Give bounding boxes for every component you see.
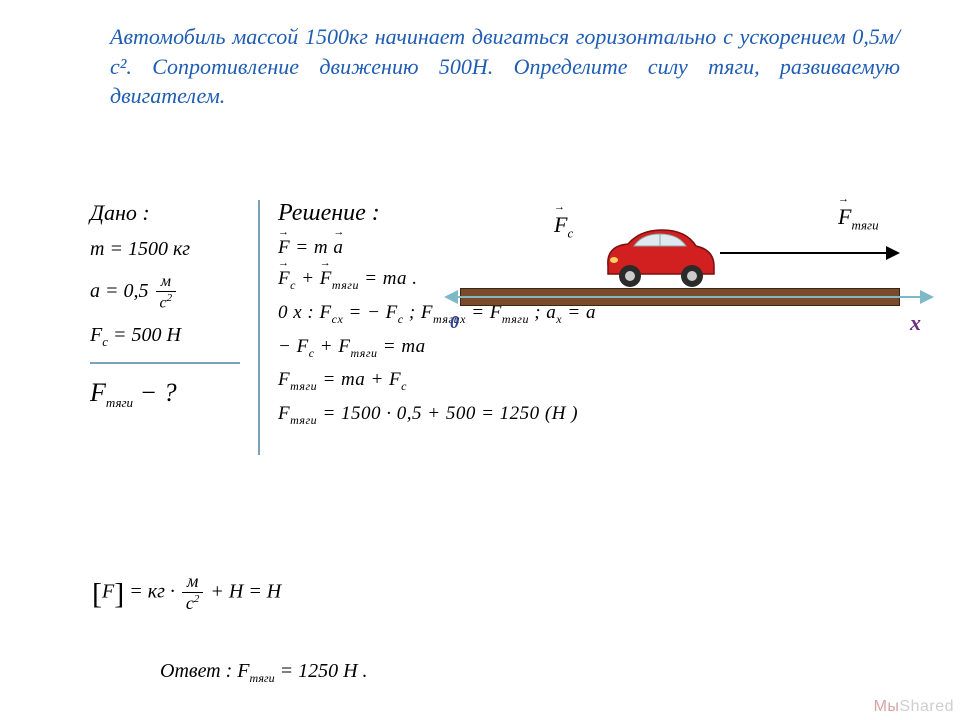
eq3-sep: ; F (404, 302, 433, 323)
fc-sym: F (554, 212, 567, 238)
dim-num: м (182, 572, 204, 593)
eq1-F: F (278, 237, 290, 259)
wm-suffix: Shared (899, 698, 954, 715)
eq5-s1: тяги (290, 379, 317, 393)
eq3-s1: сx (332, 312, 344, 326)
problem-statement: Автомобиль массой 1500кг начинает двигат… (110, 22, 900, 111)
eq3-mid: = − F (343, 302, 398, 323)
fc-sub2: с (567, 225, 573, 240)
dimension-check: [F] = кг · мс2 + Н = Н (92, 572, 281, 614)
ft-arrow-line (720, 252, 890, 254)
eq6-tail: = 1500 · 0,5 + 500 = 1250 (Н ) (317, 403, 578, 424)
given-block: Дано : m = 1500 кг a = 0,5 мс2 Fс = 500 … (90, 200, 260, 455)
given-mass: m = 1500 кг (90, 238, 250, 261)
fc-val: = 500 Н (108, 324, 181, 346)
eq6-s1: тяги (290, 413, 317, 427)
given-accel: a = 0,5 мс2 (90, 273, 250, 312)
car-icon (600, 226, 720, 288)
given-title: Дано : (90, 200, 250, 226)
unit-den: с (160, 294, 167, 311)
dim-F: F (102, 580, 114, 602)
answer-line: Ответ : Fтяги = 1250 Н . (160, 660, 368, 686)
ft-sub2: тяги (851, 217, 878, 232)
x-axis-arrowhead-icon (920, 290, 934, 304)
eq2-Ft: F (320, 268, 332, 290)
ft-vector-label: Fтяги (838, 204, 879, 233)
eq1-op: = m (290, 237, 333, 258)
unit-num: м (156, 273, 177, 292)
dim-open: [ (92, 577, 102, 610)
eq-6: Fтяги = 1500 · 0,5 + 500 = 1250 (Н ) (278, 403, 798, 428)
eq2-tail: = ma . (359, 268, 418, 289)
eq5-mid: = ma + F (317, 369, 401, 390)
eq4-tail: = ma (378, 336, 426, 357)
eq3-a: 0 x : F (278, 302, 332, 323)
dim-den: с (186, 593, 194, 613)
find-tail: − ? (133, 378, 177, 407)
eq5-a: F (278, 369, 290, 390)
eq1-a: a (333, 237, 343, 259)
answer-tail: = 1250 Н . (275, 660, 368, 682)
eq4-s2: тяги (350, 345, 377, 359)
find-line: Fтяги − ? (90, 378, 250, 411)
dim-eq: = кг · (124, 580, 180, 602)
ft-sym: F (838, 204, 851, 230)
answer-label: Ответ : F (160, 660, 250, 682)
given-resistance: Fс = 500 Н (90, 324, 250, 350)
find-sym: F (90, 378, 106, 407)
eq-4: − Fс + Fтяги = ma (278, 336, 570, 361)
fc-vector-label: Fс (554, 212, 573, 241)
origin-label: 0 (450, 312, 459, 333)
eq4-mid: + F (315, 336, 351, 357)
x-axis-label: x (910, 310, 921, 336)
eq-5: Fтяги = ma + Fс (278, 369, 570, 394)
fc-arrowhead-icon (444, 290, 458, 304)
eq2-Fc: F (278, 268, 290, 290)
eq2-plus: + (296, 268, 320, 289)
answer-sub: тяги (250, 671, 275, 685)
fc-sym: F (90, 324, 102, 346)
wm-prefix: Мы (874, 698, 900, 715)
x-axis (450, 296, 925, 298)
given-mass-text: m = 1500 кг (90, 238, 190, 260)
find-sub: тяги (106, 395, 133, 410)
eq2-Ft-sub: тяги (332, 278, 359, 292)
force-diagram: 0 x Fс Fтяги (450, 198, 930, 338)
watermark: МыShared (874, 698, 954, 716)
given-divider (90, 362, 240, 364)
eq6-a: F (278, 403, 290, 424)
dim-close: ] (114, 577, 124, 610)
ft-arrowhead-icon (886, 246, 900, 260)
eq4-a: − F (278, 336, 309, 357)
given-accel-val: a = 0,5 (90, 280, 154, 302)
dim-tail: + Н = Н (205, 580, 281, 602)
eq5-s2: с (401, 379, 407, 393)
dim-exp: 2 (194, 593, 200, 605)
